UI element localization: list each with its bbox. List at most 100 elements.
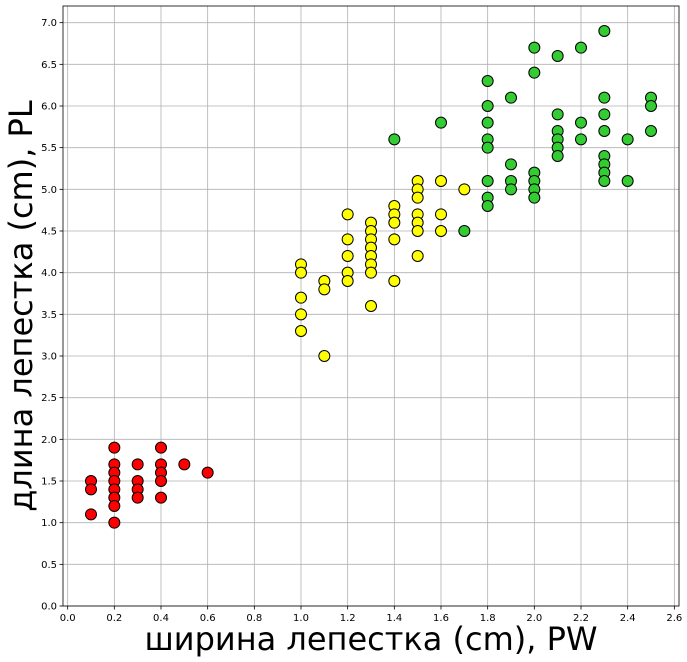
data-points [85, 25, 657, 529]
data-point [621, 133, 634, 146]
x-tick-label: 2.2 [573, 613, 589, 624]
y-tick-label: 3.5 [41, 310, 57, 321]
data-point [528, 191, 541, 204]
y-axis-label: длина лепестка (cm), PL [2, 100, 40, 512]
x-tick-label: 2.0 [526, 613, 542, 624]
data-point [645, 125, 657, 137]
x-tick-label: 0.6 [200, 613, 216, 624]
x-tick-label: 0.4 [153, 613, 169, 624]
series-2 [388, 25, 657, 237]
data-point [458, 183, 471, 196]
data-point [295, 291, 307, 304]
y-tick-label: 0.0 [41, 602, 57, 613]
data-point [505, 183, 517, 196]
data-point [575, 41, 587, 54]
x-tick-label: 2.4 [620, 613, 636, 624]
data-point [598, 125, 611, 137]
y-tick-label: 2.5 [41, 393, 57, 404]
data-point [131, 458, 144, 471]
data-point [388, 233, 401, 246]
data-point [341, 250, 354, 262]
data-point [528, 41, 541, 54]
data-point [365, 266, 377, 279]
y-tick-label: 6.5 [41, 60, 57, 71]
y-tick-label: 5.0 [41, 185, 57, 196]
data-point [178, 458, 191, 471]
x-axis-label: ширина лепестка (cm), PW [145, 620, 598, 658]
data-point [295, 308, 307, 321]
data-point [155, 441, 167, 454]
data-point [505, 158, 517, 171]
data-point [551, 108, 564, 121]
data-point [411, 225, 424, 237]
data-point [295, 325, 307, 337]
y-tick-label: 4.5 [41, 227, 57, 238]
y-tick-label: 2.0 [41, 435, 57, 446]
data-point [551, 150, 564, 162]
x-tick-label: 0.8 [246, 613, 262, 624]
y-tick-label: 1.0 [41, 518, 57, 529]
data-point [388, 133, 401, 146]
data-point [388, 275, 401, 287]
data-point [341, 208, 354, 221]
y-tick-label: 4.0 [41, 268, 57, 279]
y-tick-label: 7.0 [41, 18, 57, 29]
data-point [411, 191, 424, 204]
data-point [575, 116, 587, 129]
data-point [435, 225, 447, 237]
data-point [411, 250, 424, 262]
data-point [621, 175, 634, 187]
axis-ticks: 0.0 0.2 0.4 0.6 0.8 1.0 1.2 1.4 1.6 1.8 2.0 2.2 2.4 2… [41, 18, 682, 624]
data-point [528, 66, 541, 79]
data-point [201, 466, 214, 479]
data-point [645, 100, 657, 112]
data-point [505, 91, 517, 104]
x-tick-label: 1.4 [386, 613, 402, 624]
data-point [598, 108, 611, 121]
series-0 [85, 441, 214, 529]
data-point [318, 283, 331, 296]
y-tick-label: 5.5 [41, 143, 57, 154]
data-point [575, 133, 587, 146]
data-point [435, 208, 447, 221]
data-point [108, 500, 121, 512]
x-tick-label: 0.2 [106, 613, 122, 624]
data-point [481, 75, 494, 87]
data-point [598, 25, 611, 37]
data-point [481, 116, 494, 129]
x-tick-label: 1.2 [340, 613, 356, 624]
x-tick-label: 1.8 [480, 613, 496, 624]
data-point [388, 216, 401, 229]
data-point [318, 350, 331, 362]
y-tick-label: 6.0 [41, 102, 57, 113]
data-point [365, 300, 377, 312]
data-point [481, 100, 494, 112]
data-point [481, 175, 494, 187]
data-point [458, 225, 471, 237]
data-point [131, 491, 144, 504]
series-1 [295, 175, 471, 362]
data-point [295, 266, 307, 279]
data-point [108, 516, 121, 529]
data-point [85, 508, 97, 521]
data-point [435, 175, 447, 187]
data-point [598, 91, 611, 104]
plot-frame [62, 5, 680, 607]
data-point [155, 475, 167, 487]
data-point [598, 175, 611, 187]
x-tick-label: 2.6 [666, 613, 682, 624]
y-tick-label: 3.0 [41, 352, 57, 363]
data-point [341, 275, 354, 287]
data-point [481, 141, 494, 154]
x-tick-label: 1.6 [433, 613, 449, 624]
data-point [551, 50, 564, 62]
data-point [155, 491, 167, 504]
data-point [85, 483, 97, 496]
data-point [435, 116, 447, 129]
y-tick-label: 0.5 [41, 560, 57, 571]
data-point [108, 441, 121, 454]
x-tick-label: 1.0 [293, 613, 309, 624]
x-tick-label: 0.0 [60, 613, 76, 624]
data-point [481, 200, 494, 212]
